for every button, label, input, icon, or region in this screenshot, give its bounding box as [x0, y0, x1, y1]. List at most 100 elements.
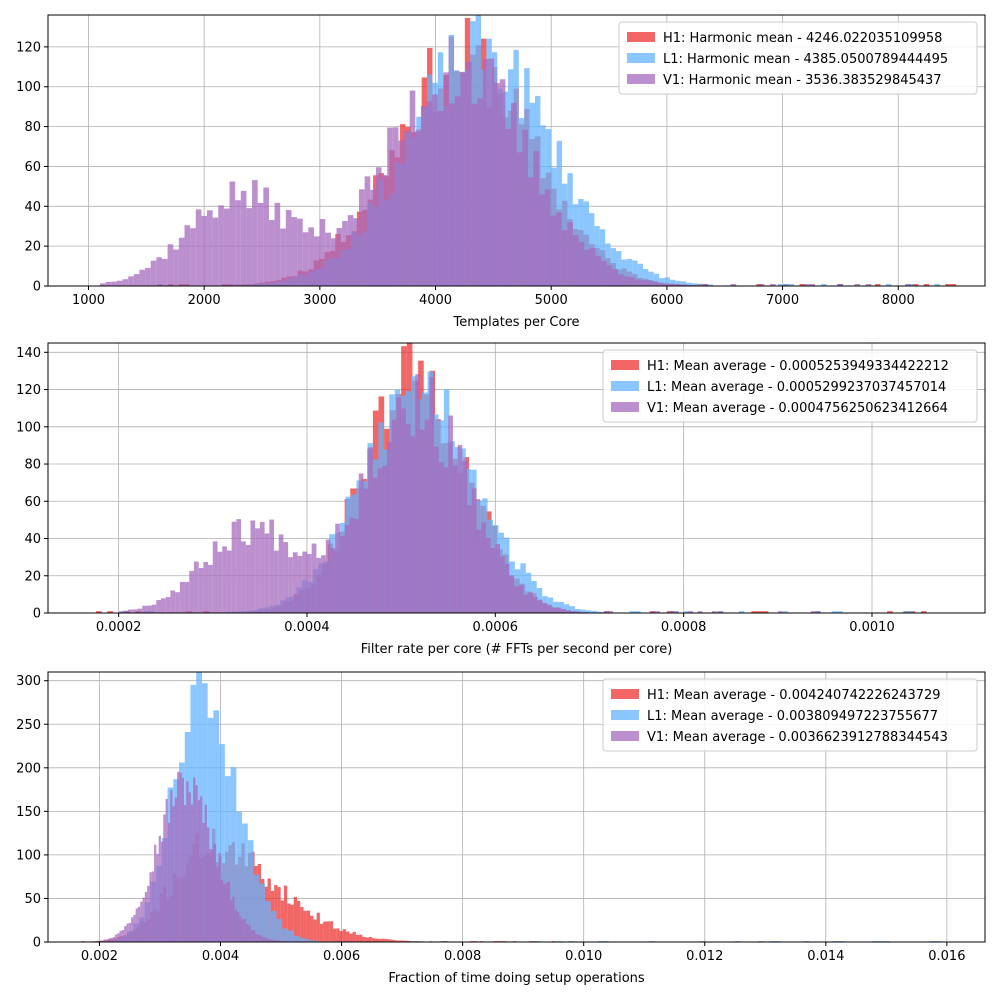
histogram-bar [605, 243, 611, 286]
histogram-bar [375, 938, 379, 942]
legend-entry: H1: Mean average - 0.004240742226243729 [647, 688, 941, 703]
y-tick-label: 40 [24, 200, 41, 215]
histogram-bar [132, 609, 138, 613]
histogram-bar [213, 843, 217, 942]
histogram-bar [250, 520, 256, 613]
histogram-bar [285, 210, 292, 286]
histogram-bar [167, 822, 171, 942]
histogram-bar [923, 284, 930, 286]
legend-swatch [627, 74, 655, 84]
axes-frame [47, 342, 986, 614]
histogram-bar [236, 519, 242, 613]
histogram-bar [476, 529, 482, 613]
histogram-bar [603, 611, 609, 613]
histogram-bar [666, 611, 673, 613]
histogram-bar [139, 269, 146, 286]
histogram-bar [264, 901, 271, 942]
histogram-bar [107, 611, 113, 613]
histogram-bar [809, 284, 816, 286]
histogram-bar [207, 717, 214, 942]
histogram-bar [490, 548, 496, 613]
histogram-bar [154, 844, 157, 942]
histogram-bar [912, 284, 919, 286]
histogram-bar [730, 284, 737, 286]
histogram-bar [319, 219, 326, 286]
histogram-bar [617, 274, 624, 286]
x-tick-label: 0.014 [807, 949, 844, 964]
histogram-bar [349, 933, 353, 942]
histogram-bar [227, 881, 230, 942]
histogram-bar [175, 592, 180, 613]
legend-swatch [611, 731, 639, 741]
x-tick-label: 8000 [882, 293, 915, 308]
histogram-bar [206, 827, 210, 942]
histogram-bar [302, 232, 309, 286]
histogram-bar [657, 282, 664, 286]
histogram-bar [339, 536, 345, 613]
histogram-bar [330, 238, 337, 286]
x-tick-label: 0.0006 [473, 620, 519, 635]
histogram-bar [246, 924, 249, 942]
histogram-bar [167, 244, 174, 286]
histogram-bar [500, 556, 505, 613]
histogram-bar [149, 872, 152, 942]
histogram-bar [738, 611, 745, 613]
x-tick-label: 6000 [650, 293, 683, 308]
x-tick-label: 3000 [303, 293, 336, 308]
histogram-bar [388, 939, 392, 942]
x-axis-label: Fraction of time doing setup operations [388, 971, 645, 986]
y-tick-label: 0 [33, 936, 41, 951]
histogram-bar [235, 200, 241, 286]
histogram-bar [648, 271, 654, 286]
histogram-bar [111, 281, 117, 286]
histogram-bar [269, 519, 275, 613]
legend-entry: V1: Harmonic mean - 3536.383529845437 [663, 73, 942, 88]
histogram-bar [696, 283, 703, 286]
histogram-bar [762, 611, 769, 613]
series-3 [100, 58, 911, 286]
histogram-bar [259, 935, 263, 942]
histogram-bar [222, 546, 227, 613]
histogram-bar [170, 590, 176, 613]
histogram-bar [241, 919, 244, 942]
histogram-bar [262, 937, 265, 942]
histogram-bar [347, 215, 354, 286]
histogram-bar [241, 541, 246, 613]
histogram-bar [116, 280, 123, 286]
histogram-bar [280, 228, 286, 286]
histogram-bar [224, 776, 231, 942]
histogram-bar [123, 610, 129, 613]
histogram-bar [457, 444, 463, 613]
histogram-bar [494, 83, 500, 286]
histogram-bar [282, 928, 288, 942]
histogram-bar [231, 521, 237, 613]
histogram-bar [223, 208, 230, 286]
histogram-bar [252, 930, 256, 942]
histogram-bar [198, 567, 204, 613]
y-tick-label: 100 [16, 420, 41, 435]
histogram-bar [142, 605, 147, 613]
histogram-bar [208, 564, 213, 613]
histogram-bar [757, 611, 763, 613]
y-tick-label: 250 [16, 718, 41, 733]
histogram-bar [691, 283, 697, 286]
histogram-bar [659, 278, 665, 286]
histogram-bar [186, 781, 189, 942]
histogram-bar [668, 283, 675, 286]
histogram-bar [98, 940, 102, 942]
histogram-bar [332, 928, 337, 942]
histogram-bar [655, 611, 661, 613]
chart-panel-2: 0.0002 0.0004 0.0006 0.0008 0.0010 0 20 40 60 80 1… [16, 342, 986, 657]
x-tick-label: 0.0008 [661, 620, 707, 635]
histogram-bar [375, 167, 382, 286]
histogram-bar [437, 111, 444, 286]
histogram-bar [101, 940, 104, 942]
histogram-bar [601, 260, 607, 286]
histogram-bar [195, 785, 198, 942]
histogram-bar [253, 874, 260, 942]
histogram-bar [103, 939, 106, 942]
x-tick-label: 0.002 [81, 949, 118, 964]
histogram-bar [344, 525, 350, 613]
histogram-bar [372, 938, 376, 942]
histogram-bar [336, 928, 340, 942]
